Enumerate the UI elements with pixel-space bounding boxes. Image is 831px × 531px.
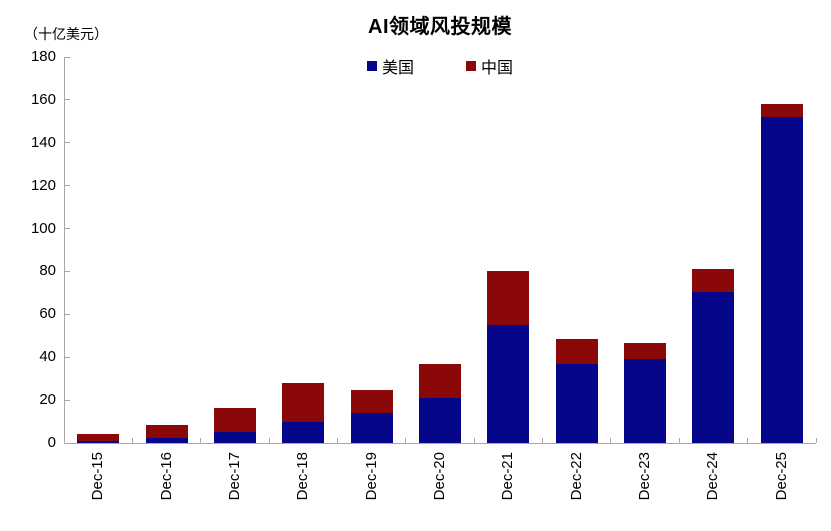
bar-segment-china — [555, 339, 598, 364]
y-axis-tick — [65, 56, 70, 58]
legend: 美国 中国 — [64, 54, 816, 78]
y-axis-label: 140 — [30, 133, 56, 151]
x-axis-line — [64, 443, 816, 444]
y-axis-tick — [65, 442, 70, 444]
x-axis-label: Dec-24 — [704, 452, 722, 501]
y-axis-tick — [65, 356, 70, 358]
legend-swatch-us — [366, 61, 377, 71]
y-axis-tick — [65, 185, 70, 187]
y-axis-label: 0 — [47, 434, 56, 451]
y-axis-label: 40 — [39, 348, 56, 366]
legend-item-us: 美国 — [366, 54, 414, 78]
y-axis-tick — [65, 313, 70, 315]
y-axis-unit-label: （十亿美元） — [24, 26, 108, 42]
y-axis-tick — [65, 270, 70, 272]
bar-segment-china — [145, 424, 188, 438]
bar-segment-us — [282, 421, 325, 443]
x-axis-label: Dec-15 — [89, 452, 107, 501]
x-axis-tick — [747, 438, 749, 443]
x-axis-tick — [815, 438, 817, 443]
y-axis-label: 60 — [39, 305, 56, 323]
bar-segment-us — [760, 117, 803, 443]
y-axis-label: 80 — [39, 262, 56, 280]
bar-segment-china — [77, 434, 120, 441]
y-axis-label: 120 — [30, 176, 56, 194]
x-axis-label: Dec-19 — [362, 452, 380, 501]
x-axis-tick — [473, 438, 475, 443]
bar-segment-us — [555, 363, 598, 443]
y-axis-tick — [65, 228, 70, 230]
bar-segment-us — [213, 432, 256, 443]
y-axis-line — [64, 57, 65, 443]
bar-segment-china — [213, 407, 256, 433]
bar-segment-us — [145, 437, 188, 443]
legend-label-china: 中国 — [481, 60, 514, 77]
plot-area: 0 20 40 60 80 100 120 140 160 180 Dec-15 Dec-16 Dec-… — [31, 49, 817, 500]
legend-label-us: 美国 — [381, 60, 414, 77]
x-axis-tick — [63, 438, 65, 443]
y-axis-label: 100 — [30, 219, 56, 237]
x-axis-label: Dec-23 — [636, 452, 654, 501]
bar-segment-china — [692, 269, 735, 292]
x-axis-tick — [268, 438, 270, 443]
bar-segment-us — [350, 412, 393, 443]
legend-swatch-china — [466, 61, 476, 71]
x-axis-label: Dec-25 — [772, 452, 790, 501]
x-axis-label: Dec-22 — [567, 452, 585, 501]
x-axis-tick — [200, 438, 202, 443]
bar-segment-china — [487, 271, 530, 326]
y-axis-tick — [65, 399, 70, 401]
x-axis-tick — [542, 438, 544, 443]
legend-item-china: 中国 — [466, 54, 513, 78]
bar-segment-us — [77, 440, 120, 443]
x-axis-tick — [131, 438, 133, 443]
bar-segment-china — [624, 343, 667, 360]
bar-segment-china — [760, 104, 803, 118]
bar-segment-us — [692, 291, 735, 443]
y-axis-tick — [65, 142, 70, 144]
x-axis-tick — [610, 438, 612, 443]
y-axis-label: 160 — [30, 90, 56, 108]
x-axis-label: Dec-16 — [157, 452, 175, 501]
y-axis-tick — [65, 99, 70, 101]
bar-segment-china — [419, 363, 461, 398]
bar-segment-china — [350, 390, 393, 413]
x-axis-tick — [405, 438, 407, 443]
x-axis-label: Dec-21 — [499, 452, 517, 501]
y-axis-label: 20 — [39, 391, 56, 409]
x-axis-label: Dec-20 — [431, 452, 448, 501]
x-axis-label: Dec-18 — [294, 452, 312, 501]
y-axis-label: 180 — [30, 48, 56, 65]
bar-segment-us — [624, 359, 667, 443]
chart-title: AI领域风投规模 — [368, 16, 512, 38]
bar-segment-us — [487, 325, 530, 443]
bar-segment-us — [419, 397, 461, 443]
x-axis-tick — [336, 438, 338, 443]
x-axis-label: Dec-17 — [225, 452, 243, 501]
x-axis-tick — [678, 438, 680, 443]
bar-segment-china — [282, 382, 325, 422]
